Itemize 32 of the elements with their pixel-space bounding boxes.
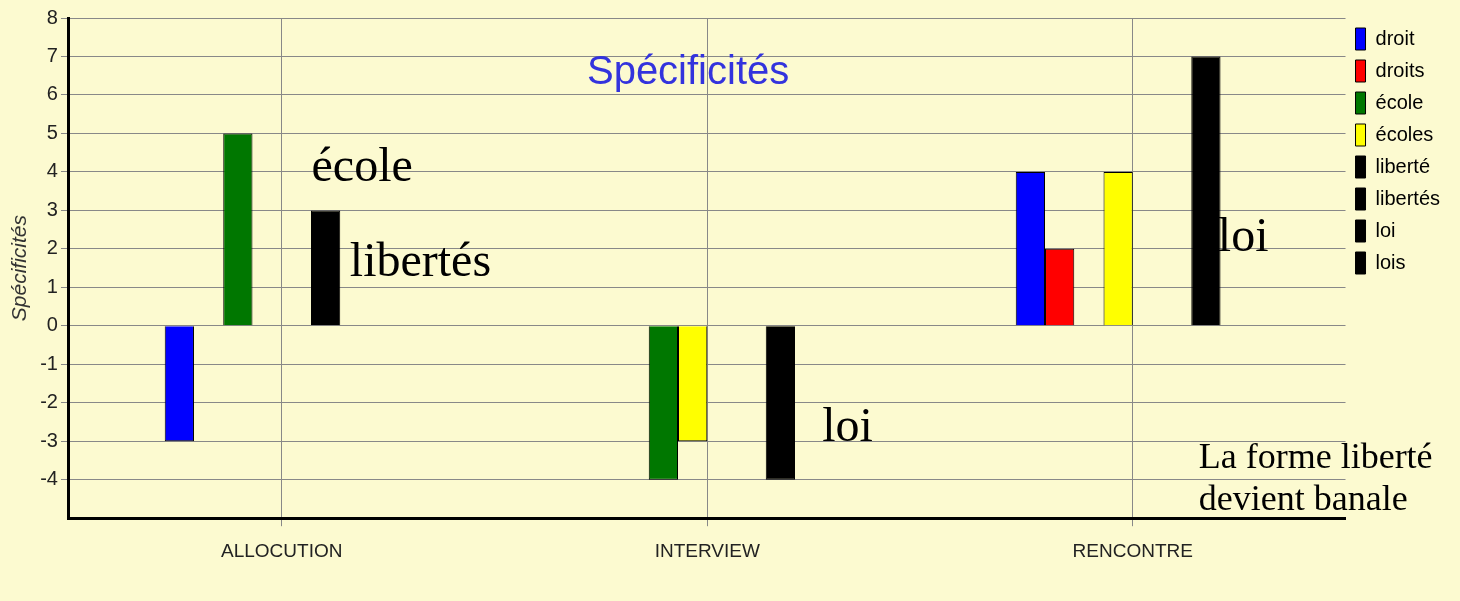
y-tick-label: 0	[46, 313, 58, 336]
y-tick-label: 2	[46, 236, 58, 259]
bar	[765, 326, 796, 480]
legend-label: libertés	[1375, 186, 1441, 209]
legend-label: loi	[1375, 218, 1396, 241]
y-tick-label: 3	[46, 197, 58, 220]
legend-label: lois	[1375, 250, 1406, 273]
y-tick-label: -2	[40, 390, 58, 413]
legend-label: école	[1375, 90, 1424, 113]
x-tick-label: ALLOCUTION	[221, 539, 343, 561]
y-tick-label: -4	[40, 467, 58, 490]
legend-label: liberté	[1375, 154, 1431, 177]
bar	[311, 210, 341, 326]
legend-label: écoles	[1375, 122, 1434, 145]
y-tick-label: -3	[40, 428, 58, 451]
legend-label: droit	[1375, 26, 1415, 49]
y-tick-label: 1	[46, 274, 58, 297]
y-tick-label: 4	[46, 159, 58, 182]
legend-label: droits	[1375, 58, 1425, 81]
x-tick-label: RENCONTRE	[1072, 539, 1193, 561]
y-tick-label: -1	[40, 351, 58, 374]
y-tick-label: 8	[46, 5, 58, 28]
annotation: loi	[822, 397, 873, 451]
bar	[1191, 56, 1221, 326]
y-tick-label: 5	[46, 120, 58, 143]
x-tick-label: INTERVIEW	[654, 539, 760, 561]
y-tick-label: 6	[46, 82, 58, 105]
annotation: libertés	[349, 232, 492, 286]
annotation: école	[311, 137, 413, 191]
y-tick-label: 7	[46, 43, 58, 66]
y-axis-title: Spécificités	[7, 214, 31, 322]
annotation: La forme liberté devient banale	[1198, 435, 1433, 518]
